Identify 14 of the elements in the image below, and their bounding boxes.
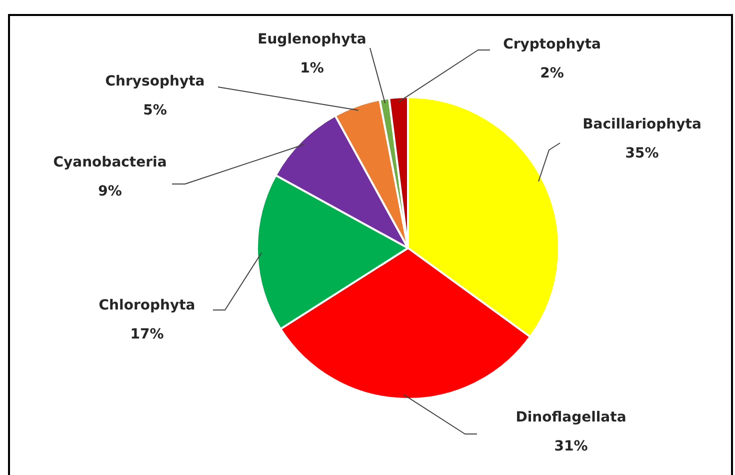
data-label: 9% (98, 184, 122, 200)
slice-label: Euglenophyta (258, 32, 366, 48)
data-label: 5% (143, 102, 167, 119)
slice-label: Cyanobacteria (53, 154, 167, 171)
slice-label: Chlorophyta (98, 298, 196, 314)
slice-label: Dinoflagellata (516, 410, 626, 426)
data-label: 1% (300, 60, 324, 77)
slice-label: Chrysophyta (105, 74, 205, 90)
data-label: 31% (554, 438, 588, 455)
slice-label: Cryptophyta (503, 36, 601, 53)
data-label: 35% (625, 146, 659, 162)
data-label: 17% (130, 326, 164, 343)
slice-label: Bacillariophyta (582, 116, 702, 133)
data-label: 2% (540, 66, 564, 82)
